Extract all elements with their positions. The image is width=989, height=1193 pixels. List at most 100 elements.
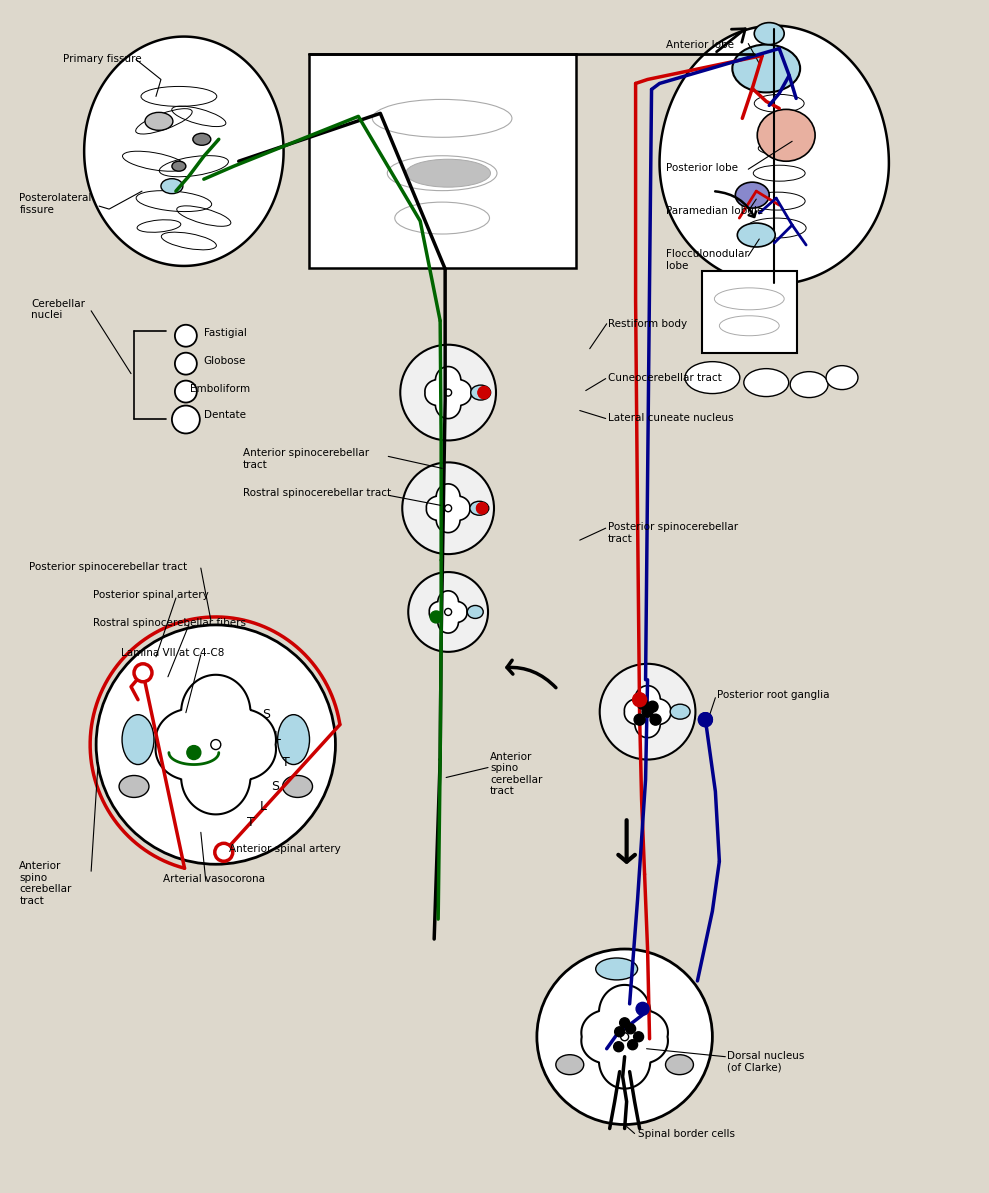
Ellipse shape	[755, 23, 784, 44]
Ellipse shape	[758, 110, 815, 161]
Circle shape	[172, 406, 200, 433]
Circle shape	[613, 1041, 624, 1052]
Text: Spinal border cells: Spinal border cells	[638, 1129, 735, 1138]
Text: Anterior spinal artery: Anterior spinal artery	[228, 845, 340, 854]
Text: Posterior spinal artery: Posterior spinal artery	[93, 591, 209, 600]
Circle shape	[215, 843, 232, 861]
Text: Fastigial: Fastigial	[204, 328, 246, 338]
Circle shape	[650, 715, 661, 725]
Circle shape	[698, 712, 712, 727]
Circle shape	[175, 324, 197, 347]
Ellipse shape	[122, 715, 154, 765]
Polygon shape	[155, 675, 276, 815]
Circle shape	[634, 1032, 644, 1041]
Circle shape	[637, 698, 648, 709]
Circle shape	[626, 1024, 636, 1034]
Text: S: S	[262, 709, 270, 721]
Ellipse shape	[467, 606, 484, 618]
Ellipse shape	[556, 1055, 584, 1075]
Text: Dorsal nucleus
(of Clarke): Dorsal nucleus (of Clarke)	[727, 1051, 805, 1073]
Circle shape	[403, 463, 494, 554]
Text: Anterior
spino
cerebellar
tract: Anterior spino cerebellar tract	[490, 752, 542, 797]
Ellipse shape	[595, 958, 638, 979]
Circle shape	[96, 625, 335, 864]
Ellipse shape	[736, 183, 769, 208]
Ellipse shape	[738, 223, 775, 247]
Ellipse shape	[685, 361, 740, 394]
Ellipse shape	[172, 161, 186, 172]
Text: L: L	[274, 730, 281, 743]
Text: Dentate: Dentate	[204, 409, 246, 420]
Ellipse shape	[744, 369, 788, 396]
Text: T: T	[247, 816, 254, 829]
Text: Cuneocerebellar tract: Cuneocerebellar tract	[607, 372, 721, 383]
Text: Cerebellar
nuclei: Cerebellar nuclei	[32, 298, 85, 321]
Circle shape	[211, 740, 221, 749]
Ellipse shape	[145, 112, 173, 130]
Circle shape	[445, 608, 452, 616]
Text: Posterior lobe: Posterior lobe	[666, 163, 738, 173]
Text: Emboliform: Emboliform	[190, 384, 250, 394]
Text: Globose: Globose	[204, 356, 246, 366]
Polygon shape	[660, 25, 889, 284]
Text: Flocculonodular
lobe: Flocculonodular lobe	[666, 249, 749, 271]
Text: Posterior spinocerebellar
tract: Posterior spinocerebellar tract	[607, 523, 738, 544]
Circle shape	[187, 746, 201, 760]
Ellipse shape	[671, 704, 690, 719]
Circle shape	[614, 1027, 625, 1037]
Circle shape	[477, 502, 488, 514]
Text: Anterior spinocerebellar
tract: Anterior spinocerebellar tract	[242, 449, 369, 470]
Circle shape	[478, 387, 490, 398]
Circle shape	[621, 1033, 629, 1040]
Circle shape	[633, 693, 647, 706]
Polygon shape	[84, 37, 284, 266]
Ellipse shape	[471, 385, 491, 400]
Circle shape	[408, 573, 488, 651]
Circle shape	[537, 948, 712, 1125]
Text: S: S	[272, 780, 280, 793]
Text: Primary fissure: Primary fissure	[63, 54, 141, 63]
Circle shape	[477, 502, 488, 514]
Ellipse shape	[470, 501, 489, 515]
Circle shape	[175, 381, 197, 402]
Polygon shape	[624, 686, 671, 737]
Text: Posterolateral
fissure: Posterolateral fissure	[20, 193, 92, 215]
Circle shape	[644, 709, 651, 715]
Text: Arterial vasocorona: Arterial vasocorona	[163, 874, 265, 884]
Circle shape	[642, 706, 653, 717]
Polygon shape	[429, 591, 467, 633]
Text: Paramedian lobule: Paramedian lobule	[666, 206, 763, 216]
Circle shape	[647, 701, 658, 712]
Circle shape	[401, 345, 496, 440]
Text: Lateral cuneate nucleus: Lateral cuneate nucleus	[607, 413, 733, 422]
Circle shape	[628, 1040, 638, 1050]
Circle shape	[620, 1018, 630, 1028]
Ellipse shape	[790, 372, 828, 397]
Ellipse shape	[283, 775, 313, 797]
Ellipse shape	[193, 134, 211, 146]
Ellipse shape	[161, 179, 183, 193]
Circle shape	[478, 387, 490, 398]
Circle shape	[135, 663, 152, 681]
Circle shape	[445, 389, 452, 396]
Circle shape	[175, 353, 197, 375]
Ellipse shape	[666, 1055, 693, 1075]
Circle shape	[636, 1002, 649, 1015]
Polygon shape	[426, 484, 470, 532]
Text: Posterior spinocerebellar tract: Posterior spinocerebellar tract	[30, 562, 188, 573]
Circle shape	[445, 505, 452, 512]
Text: Restiform body: Restiform body	[607, 319, 686, 329]
Ellipse shape	[119, 775, 149, 797]
Bar	[309, 54, 576, 268]
Text: T: T	[282, 756, 290, 769]
Circle shape	[599, 663, 695, 760]
Ellipse shape	[732, 44, 800, 92]
Text: L: L	[260, 801, 267, 812]
Text: Anterior
spino
cerebellar
tract: Anterior spino cerebellar tract	[20, 861, 72, 905]
Text: Anterior lobe: Anterior lobe	[666, 39, 734, 50]
Text: Rostral spinocerebellar fibers: Rostral spinocerebellar fibers	[93, 618, 246, 628]
Ellipse shape	[405, 159, 491, 187]
Text: Rostral spinocerebellar tract: Rostral spinocerebellar tract	[242, 488, 391, 499]
Bar	[702, 271, 797, 353]
Text: Lamina VII at C4-C8: Lamina VII at C4-C8	[121, 648, 225, 657]
